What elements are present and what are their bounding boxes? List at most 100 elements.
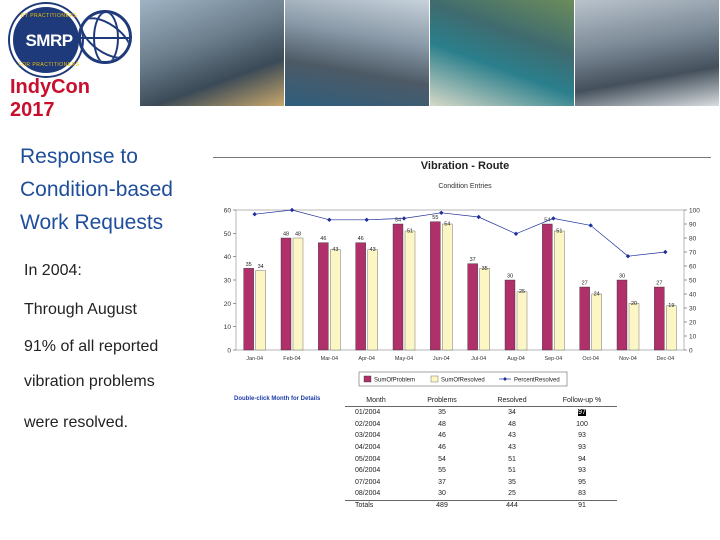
banner-photo-strip <box>140 0 720 106</box>
table-row[interactable]: 03/2004 46 43 93 <box>345 430 617 442</box>
followup-cell: 93 <box>578 444 586 452</box>
table-row[interactable]: 02/2004 48 48 100 <box>345 419 617 431</box>
table-row[interactable]: 07/2004 37 35 95 <box>345 477 617 489</box>
point-percentresolved <box>252 212 257 217</box>
header-banner: BY PRACTITIONERS SMRP FOR PRACTITIONERS … <box>0 0 720 121</box>
x-tick-label: Apr-04 <box>358 356 375 362</box>
table-row[interactable]: 06/2004 55 51 93 <box>345 465 617 477</box>
chart-subtitle: Condition Entries <box>438 183 492 190</box>
vibration-route-chart: 0 10 20 30 40 50 60 0 10 20 30 40 50 60 70 80 90 100 35 34 J… <box>224 207 700 387</box>
y-left-tick-label: 20 <box>224 301 232 308</box>
banner-photo-technician <box>430 0 575 106</box>
problems-cell: 46 <box>438 444 446 452</box>
resolved-cell: 51 <box>508 467 516 475</box>
slide-title-line: Condition-based <box>20 178 173 201</box>
problems-cell: 55 <box>438 467 446 475</box>
table-row[interactable]: 08/2004 30 25 83 <box>345 488 617 500</box>
data-label-resolved: 34 <box>258 264 264 270</box>
logo-ring-top-text: BY PRACTITIONERS <box>20 13 78 19</box>
y-right-tick-label: 30 <box>689 306 697 313</box>
y-left-tick-label: 60 <box>224 208 232 215</box>
logo-text: SMRP <box>25 31 73 50</box>
point-percentresolved <box>401 216 407 221</box>
summary-table: Month Problems Resolved Follow-up % 01/2… <box>345 394 617 510</box>
table-row[interactable]: 04/2004 46 43 93 <box>345 442 617 454</box>
column-header: Resolved <box>477 394 547 407</box>
point-percentresolved <box>327 217 332 222</box>
x-tick-label: Sep-04 <box>544 356 562 362</box>
data-label-problem: 54 <box>395 218 401 224</box>
data-label-resolved: 43 <box>370 247 376 253</box>
problems-cell: 46 <box>438 432 446 440</box>
y-right-tick-label: 70 <box>689 250 697 257</box>
bar-sumofproblem <box>392 223 404 351</box>
data-label-resolved: 19 <box>668 303 674 309</box>
slide-title-line: Work Requests <box>20 211 164 234</box>
followup-cell: 83 <box>578 490 586 498</box>
data-label-resolved: 54 <box>444 222 450 228</box>
table-row[interactable]: 05/2004 54 51 94 <box>345 453 617 465</box>
legend-box <box>358 371 568 387</box>
point-percentresolved <box>289 207 295 213</box>
bar-sumofproblem <box>542 223 553 351</box>
table-row[interactable]: 01/2004 35 34 97 <box>345 407 617 419</box>
body-line: were resolved. <box>24 414 129 431</box>
month-cell[interactable]: 07/2004 <box>355 478 381 486</box>
resolved-cell: 34 <box>508 409 516 417</box>
bar-sumofresolved <box>554 230 565 351</box>
resolved-cell: 43 <box>508 432 516 440</box>
body-line: In 2004: <box>24 262 82 279</box>
data-label-problem: 35 <box>246 262 252 268</box>
month-cell[interactable]: 05/2004 <box>355 455 381 463</box>
bar-sumofproblem <box>318 242 329 351</box>
data-label-problem: 48 <box>283 232 289 238</box>
logo-ring-bottom-text: FOR PRACTITIONERS <box>18 62 80 68</box>
problems-cell: 48 <box>438 420 446 428</box>
y-right-tick-label: 20 <box>689 320 697 327</box>
month-cell[interactable]: 06/2004 <box>355 467 381 475</box>
point-percentresolved <box>551 216 556 221</box>
bar-sumofresolved <box>330 249 341 351</box>
y-left-tick-label: 0 <box>227 348 231 355</box>
y-right-tick-label: 50 <box>689 278 697 285</box>
bar-sumofresolved <box>591 293 602 351</box>
bar-sumofproblem <box>430 221 441 351</box>
data-label-resolved: 51 <box>556 229 562 235</box>
data-label-resolved: 24 <box>594 292 600 298</box>
banner-photo-workers <box>140 0 285 106</box>
data-label-problem: 27 <box>582 281 588 287</box>
y-right-tick-label: 80 <box>689 236 697 243</box>
month-cell[interactable]: 02/2004 <box>355 420 381 428</box>
legend-label: SumOfResolved <box>441 378 485 384</box>
bar-sumofproblem <box>579 286 590 351</box>
y-left-tick-label: 40 <box>224 254 232 261</box>
x-tick-label: Aug-04 <box>507 356 525 362</box>
divider <box>213 157 711 158</box>
y-right-tick-label: 40 <box>689 292 697 299</box>
problems-cell: 35 <box>438 409 446 417</box>
data-label-resolved: 20 <box>631 301 637 307</box>
bar-sumofproblem <box>654 286 665 351</box>
totals-resolved: 444 <box>477 499 547 510</box>
month-cell[interactable]: 03/2004 <box>355 432 381 440</box>
globe-icon <box>78 10 132 64</box>
bar-sumofresolved <box>255 270 266 351</box>
resolved-cell: 25 <box>508 490 516 498</box>
x-tick-label: May-04 <box>395 356 413 362</box>
body-line: vibration problems <box>24 373 155 390</box>
x-tick-label: Jul-04 <box>471 356 486 362</box>
problems-cell: 37 <box>438 478 446 486</box>
month-cell[interactable]: 01/2004 <box>355 409 381 417</box>
selected-value[interactable]: 97 <box>578 409 586 417</box>
bar-sumofproblem <box>467 263 478 351</box>
line-percentresolved <box>254 209 666 257</box>
data-label-problem: 27 <box>656 281 662 287</box>
x-tick-label: Mar-04 <box>321 356 338 362</box>
followup-cell: 95 <box>578 478 586 486</box>
body-line: 91% of all reported <box>24 338 159 355</box>
x-tick-label: Feb-04 <box>283 356 300 362</box>
followup-cell: 93 <box>578 432 586 440</box>
month-cell[interactable]: 08/2004 <box>355 490 381 498</box>
month-cell[interactable]: 04/2004 <box>355 444 381 452</box>
smrp-logo-badge: BY PRACTITIONERS SMRP FOR PRACTITIONERS <box>10 4 82 76</box>
